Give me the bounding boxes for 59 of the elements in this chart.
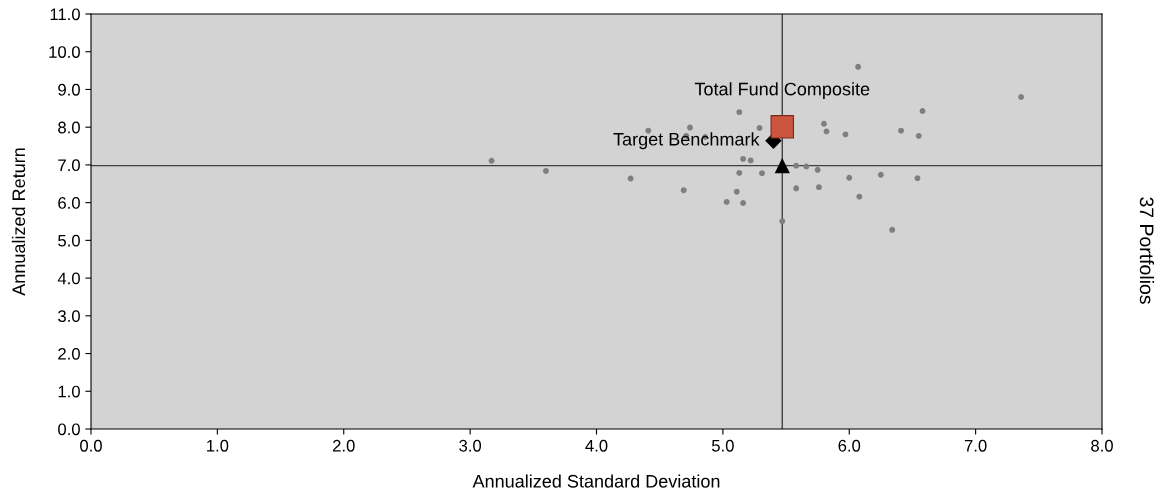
- x-axis-title: Annualized Standard Deviation: [472, 474, 720, 488]
- point: [733, 188, 740, 195]
- point: [793, 185, 800, 192]
- point: [877, 171, 884, 178]
- x-tick-label: 4.0: [585, 439, 608, 452]
- point: [919, 108, 926, 114]
- point: [846, 174, 853, 181]
- point: [756, 124, 763, 131]
- point: [855, 63, 862, 70]
- point: [488, 157, 495, 164]
- point: [842, 131, 849, 138]
- point: [821, 120, 827, 127]
- point: [1018, 94, 1025, 100]
- point: [856, 193, 863, 200]
- point: [814, 166, 821, 173]
- point: [898, 127, 905, 134]
- y-tick-label: 8.0: [58, 121, 80, 134]
- x-tick-label: 5.0: [711, 439, 734, 452]
- point: [779, 218, 786, 225]
- point: [774, 158, 790, 174]
- y-tick-label: 1.0: [58, 385, 80, 398]
- y-tick-label: 6.0: [58, 197, 80, 209]
- y-tick-label: 5.0: [58, 234, 80, 247]
- point: [915, 132, 922, 139]
- x-tick-label: 7.0: [964, 439, 987, 452]
- series-label: Target Benchmark: [613, 132, 760, 150]
- point: [793, 162, 800, 169]
- x-tick-label: 1.0: [207, 439, 229, 452]
- y-tick-label: 2.0: [58, 347, 80, 360]
- point: [723, 198, 730, 205]
- point: [770, 115, 795, 139]
- point: [815, 184, 822, 191]
- y-tick-label: 3.0: [58, 310, 80, 323]
- point: [736, 169, 743, 176]
- point: [747, 157, 754, 164]
- y-tick-label: 0.0: [58, 423, 80, 436]
- text: 37 Portfolios: [1139, 197, 1155, 304]
- point: [687, 124, 693, 131]
- y-tick-label: 4.0: [57, 272, 80, 285]
- point: [740, 155, 747, 162]
- point: [627, 175, 634, 182]
- point: [889, 226, 896, 233]
- point: [740, 200, 747, 206]
- y-tick-label: 7.0: [58, 159, 80, 172]
- x-tick-label: 8.0: [1091, 439, 1113, 452]
- y-axis-title: Annualized Return: [11, 148, 26, 296]
- point: [914, 175, 921, 182]
- y-tick-label: 9.0: [58, 83, 80, 96]
- y-tick-label: 11.0: [50, 8, 80, 21]
- y-tick-label: 10.0: [49, 46, 80, 58]
- point: [680, 187, 687, 194]
- point: [759, 170, 765, 177]
- series-label: Total Fund Composite: [694, 82, 870, 100]
- x-tick-label: 3.0: [459, 439, 482, 452]
- x-tick-label: 2.0: [333, 439, 355, 452]
- point: [736, 109, 743, 116]
- x-tick-label: 6.0: [838, 439, 861, 452]
- x-tick-label: 0.0: [80, 439, 102, 452]
- point: [543, 168, 549, 174]
